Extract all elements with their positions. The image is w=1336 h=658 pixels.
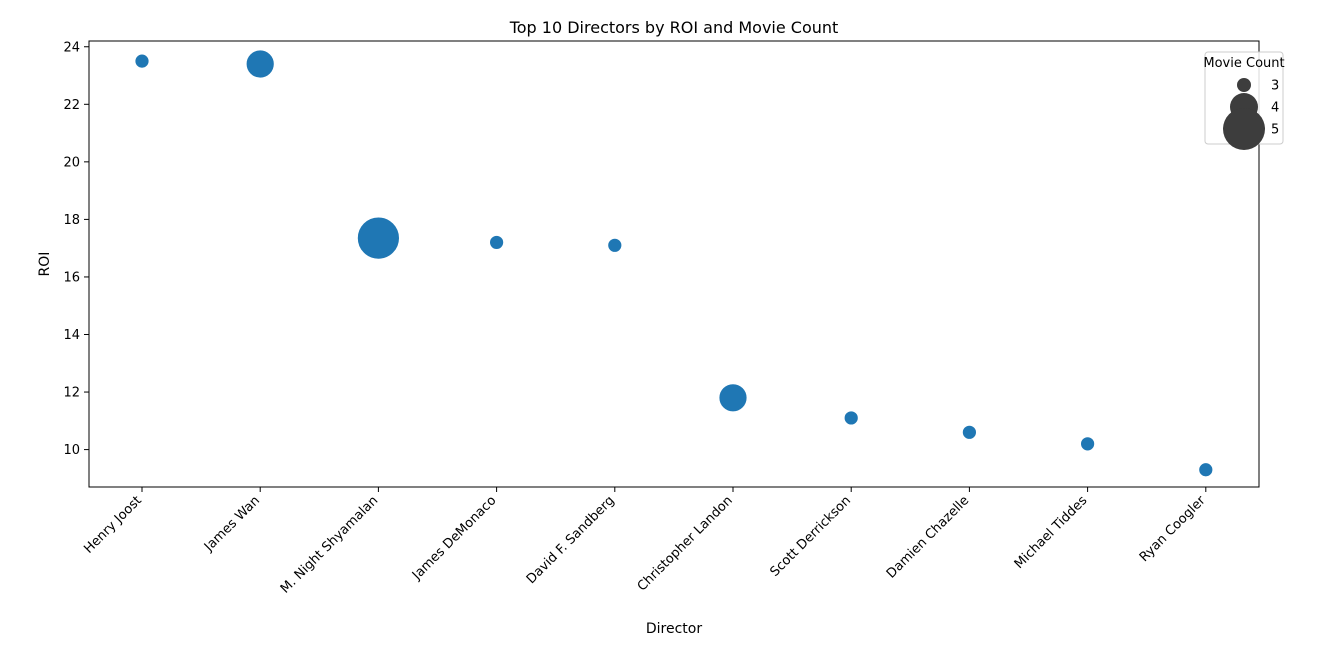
y-tick-label: 14	[63, 328, 80, 343]
data-point	[843, 410, 859, 426]
y-tick-label: 20	[63, 155, 80, 170]
legend-title: Movie Count	[1203, 56, 1284, 71]
data-points	[134, 49, 1214, 478]
y-axis-title: ROI	[37, 252, 53, 277]
y-tick-label: 16	[63, 270, 80, 285]
x-tick-label: M. Night Shyamalan	[278, 493, 381, 596]
data-point	[1198, 462, 1214, 478]
y-tick-label: 24	[63, 40, 80, 55]
x-tick-label: David F. Sandberg	[524, 493, 618, 587]
legend-label: 4	[1271, 101, 1279, 116]
y-axis: 10 12 14 16 18 20 22 24	[63, 40, 89, 458]
legend-label: 3	[1271, 79, 1279, 94]
data-point	[356, 216, 400, 260]
data-point	[1080, 436, 1095, 452]
data-point	[489, 235, 505, 250]
y-tick-label: 10	[63, 443, 80, 458]
y-tick-label: 22	[63, 98, 80, 113]
legend: Movie Count 3 4 5	[1203, 51, 1285, 150]
data-point	[245, 49, 275, 79]
x-axis: Henry Joost James Wan M. Night Shyamalan Ja…	[81, 487, 1209, 597]
plot-frame	[88, 40, 1260, 488]
x-tick-label: Michael Tiddes	[1012, 493, 1091, 572]
x-tick-label: Damien Chazelle	[884, 493, 972, 581]
y-tick-label: 18	[63, 213, 80, 228]
chart-title: Top 10 Directors by ROI and Movie Count	[509, 18, 839, 37]
plot-area: 10 12 14 16 18 20 22 24 Henry Joost James Wan M. …	[63, 40, 1260, 597]
legend-label: 5	[1271, 123, 1279, 138]
y-tick-label: 12	[63, 386, 80, 401]
x-tick-label: Ryan Coogler	[1137, 493, 1209, 565]
legend-marker	[1223, 108, 1265, 150]
x-tick-label: Henry Joost	[81, 493, 144, 556]
x-tick-label: Christopher Landon	[635, 493, 736, 594]
data-point	[607, 237, 623, 253]
x-tick-label: Scott Derrickson	[767, 493, 854, 580]
legend-entries: 3 4 5	[1223, 78, 1279, 150]
x-tick-label: James DeMonaco	[409, 493, 499, 583]
data-point	[962, 424, 977, 440]
legend-marker	[1237, 78, 1251, 92]
data-point	[134, 53, 150, 69]
x-axis-title: Director	[646, 621, 702, 637]
x-tick-label: James Wan	[201, 493, 263, 555]
data-point	[718, 383, 748, 413]
